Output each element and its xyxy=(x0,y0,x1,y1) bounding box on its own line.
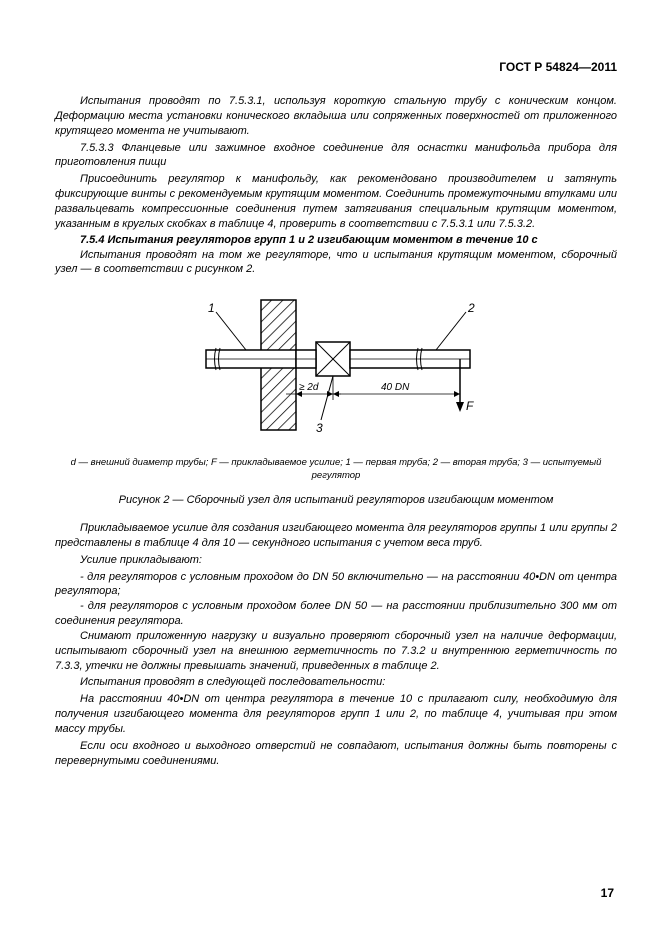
paragraph: Прикладываемое усилие для создания изгиб… xyxy=(55,521,617,551)
paragraph: Испытания проводят в следующей последова… xyxy=(55,675,617,690)
paragraph: Присоединить регулятор к манифольду, как… xyxy=(55,172,617,231)
figure-label-1: 1 xyxy=(208,301,215,315)
figure-diagram: 1 2 3 ≥ 2d 40 DN F xyxy=(166,292,506,442)
section-heading: 7.5.4 Испытания регуляторов групп 1 и 2 … xyxy=(55,234,617,246)
paragraph: Испытания проводят по 7.5.3.1, используя… xyxy=(55,94,617,139)
list-item: - для регуляторов с условным проходом бо… xyxy=(55,599,617,629)
paragraph: Усилие прикладывают: xyxy=(55,553,617,568)
page-number: 17 xyxy=(601,886,614,900)
paragraph: Испытания проводят на том же регуляторе,… xyxy=(55,248,617,278)
figure-dim-1: ≥ 2d xyxy=(299,382,319,393)
figure-force-label: F xyxy=(466,399,474,413)
paragraph: Снимают приложенную нагрузку и визуально… xyxy=(55,629,617,674)
figure-caption: d — внешний диаметр трубы; F — прикладыв… xyxy=(55,457,617,482)
paragraph: На расстоянии 40•DN от центра регулятора… xyxy=(55,692,617,737)
figure-dim-2: 40 DN xyxy=(381,382,410,393)
paragraph: 7.5.3.3 Фланцевые или зажимное входное с… xyxy=(55,141,617,171)
figure-label-3: 3 xyxy=(316,421,323,435)
document-header: ГОСТ Р 54824—2011 xyxy=(55,60,617,74)
paragraph: Если оси входного и выходного отверстий … xyxy=(55,739,617,769)
figure-label-2: 2 xyxy=(467,301,475,315)
list-item: - для регуляторов с условным проходом до… xyxy=(55,570,617,600)
figure-title: Рисунок 2 — Сборочный узел для испытаний… xyxy=(55,494,617,506)
document-page: ГОСТ Р 54824—2011 Испытания проводят по … xyxy=(0,0,662,935)
